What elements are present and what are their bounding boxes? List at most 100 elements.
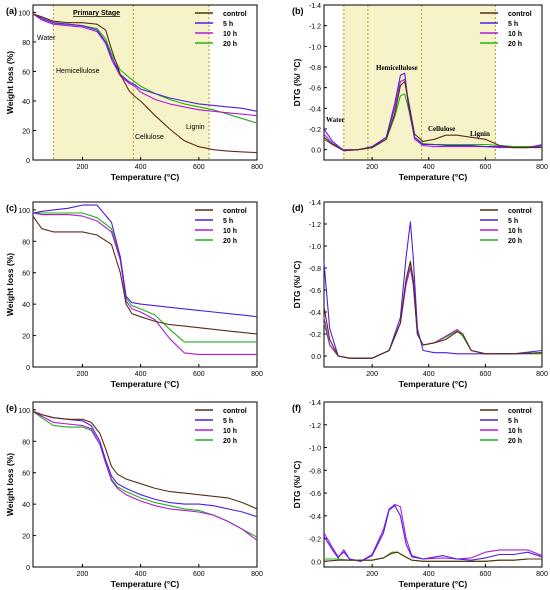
y-tick-label: 0	[26, 365, 30, 372]
x-tick-label: 400	[135, 571, 147, 578]
y-tick-label: 80	[22, 40, 30, 47]
panel-f: 0.0 -0.2 -0.4 -0.6 -0.8 -1.0 -1.2 -1.4 200 400 600…	[292, 400, 548, 589]
y-tick-label: 0	[26, 158, 30, 165]
legend-label-5h: 5 h	[508, 418, 518, 425]
legend-label-10h: 10 h	[508, 428, 522, 435]
legend-label-20h: 20 h	[223, 41, 237, 48]
legend-label-5h: 5 h	[223, 21, 233, 28]
plot-frame	[323, 401, 543, 568]
y-axis-title: DTG (%/ °C)	[292, 260, 302, 308]
x-tick-label: 400	[135, 164, 147, 171]
y-tick-label: -0.6	[309, 491, 321, 498]
series-line-20h	[323, 263, 542, 359]
y-tick-label: -0.8	[309, 468, 321, 475]
plot-frame	[323, 4, 543, 161]
y-tick-label: 100	[18, 408, 30, 415]
legend-label-10h: 10 h	[508, 228, 522, 235]
legend-label-20h: 20 h	[508, 238, 522, 245]
plot-frame	[32, 401, 258, 568]
annotation-text: Lignin	[470, 130, 490, 138]
x-axis-title: Temperature (°C)	[399, 379, 468, 389]
y-tick-label: -1.4	[309, 200, 321, 207]
series-line-20h	[33, 212, 257, 343]
x-tick-label: 200	[366, 571, 378, 578]
y-tick-label: -0.6	[309, 288, 321, 295]
annotation-text: Primary Stage	[73, 10, 120, 17]
panel-label: (e)	[6, 403, 17, 413]
panel-b: 0.0 -0.2 -0.4 -0.6 -0.8 -1.0 -1.2 -1.4 200 400 600…	[292, 3, 548, 182]
series-line-5h	[32, 13, 258, 112]
x-tick-label: 200	[366, 164, 378, 171]
legend-label-control: control	[508, 408, 532, 415]
y-tick-label: 100	[18, 208, 30, 215]
y-tick-label: -1.4	[309, 400, 321, 407]
y-tick-label: 0.0	[311, 148, 321, 155]
panel-label: (d)	[292, 203, 304, 213]
x-axis-title: Temperature (°C)	[111, 379, 180, 389]
plot-frame	[32, 4, 258, 161]
y-tick-label: 40	[22, 502, 30, 509]
x-tick-label: 400	[423, 571, 435, 578]
panel-e: 0 20 40 60 80 100 200 400 600 800 (e) Temperature (…	[5, 401, 263, 589]
legend-label-control: control	[223, 208, 247, 215]
annotation-text: Cellulose	[135, 134, 164, 141]
y-tick-label: -1.2	[309, 423, 321, 430]
y-tick-label: -0.4	[309, 514, 321, 521]
x-tick-label: 600	[480, 371, 492, 378]
series-line-control	[32, 13, 258, 154]
series-line-10h	[32, 13, 258, 117]
annotation-text: Hemicellulose	[56, 68, 100, 75]
x-tick-label: 800	[536, 571, 548, 578]
legend-label-10h: 10 h	[223, 228, 237, 235]
panel-label: (c)	[6, 203, 17, 213]
x-tick-label: 200	[77, 164, 89, 171]
series-line-10h	[32, 410, 258, 541]
y-tick-label: 80	[22, 239, 30, 246]
y-tick-label: 80	[22, 439, 30, 446]
y-tick-label: 20	[22, 334, 30, 341]
y-axis-title: Weight loss (%)	[5, 253, 15, 316]
series-line-control	[32, 215, 258, 335]
panel-label: (f)	[292, 403, 301, 413]
legend: control 5 h 10 h 20 h	[480, 11, 532, 48]
x-tick-label: 800	[251, 164, 263, 171]
x-tick-label: 200	[77, 371, 89, 378]
annotation-text: Lignin	[186, 124, 205, 131]
y-axis-title: DTG (%/ °C)	[292, 58, 302, 106]
legend: control 5 h 10 h 20 h	[480, 208, 532, 245]
legend-label-20h: 20 h	[223, 238, 237, 245]
y-tick-label: 0.0	[311, 354, 321, 361]
legend-label-10h: 10 h	[223, 31, 237, 38]
x-tick-label: 800	[536, 164, 548, 171]
y-tick-label: -1.4	[309, 3, 321, 10]
y-tick-label: -0.8	[309, 266, 321, 273]
series-line-5h	[32, 204, 258, 318]
plot-frame	[323, 201, 543, 368]
y-tick-label: 20	[22, 534, 30, 541]
y-tick-label: -1.2	[309, 222, 321, 229]
x-tick-label: 600	[480, 571, 492, 578]
series-line-10h	[323, 267, 543, 359]
x-tick-label: 800	[536, 371, 548, 378]
y-tick-label: -0.2	[309, 332, 321, 339]
series-line-10h	[32, 212, 257, 355]
y-tick-label: -1.2	[309, 24, 321, 31]
legend-label-5h: 5 h	[223, 418, 233, 425]
series-line-control	[323, 551, 542, 562]
y-tick-label: -0.4	[309, 106, 321, 113]
panel-a: 0 20 40 60 80 100 200 400 600 800 (a) Temperature (…	[5, 4, 263, 182]
y-axis-title: Weight loss (%)	[5, 453, 15, 516]
x-tick-label: 800	[251, 571, 263, 578]
series-line-control	[323, 260, 543, 359]
y-tick-label: -1.0	[309, 44, 321, 51]
legend-label-10h: 10 h	[508, 31, 522, 38]
x-tick-label: 600	[480, 164, 492, 171]
x-tick-label: 200	[366, 371, 378, 378]
annotation-text: Water	[326, 116, 345, 124]
legend-label-control: control	[223, 11, 247, 18]
panel-d: 0.0 -0.2 -0.4 -0.6 -0.8 -1.0 -1.2 -1.4 200 400 600…	[292, 200, 548, 389]
panel-c: 0 20 40 60 80 100 200 400 600 800 (c) Temperature (…	[5, 201, 263, 389]
y-tick-label: 40	[22, 302, 30, 309]
